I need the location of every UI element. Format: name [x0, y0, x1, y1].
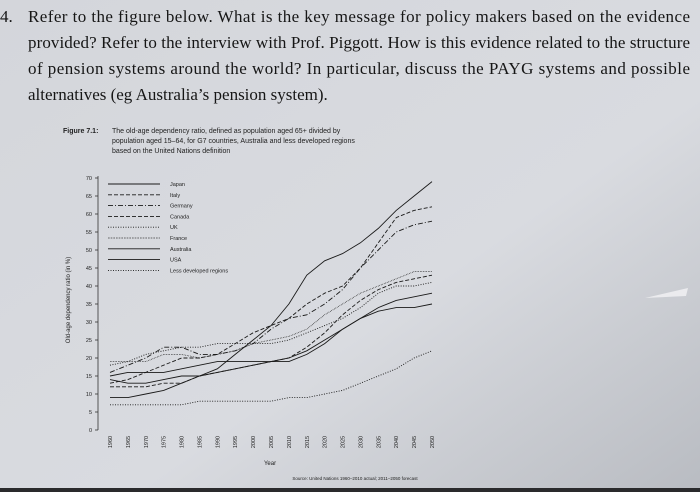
y-tick-label: 45: [86, 266, 92, 272]
legend-label: Japan: [170, 182, 185, 188]
series-line: [109, 303, 433, 377]
question-line: of pension systems around the world? In …: [28, 59, 690, 78]
question-number: 4.: [0, 7, 13, 26]
x-tick-label: 2025: [341, 436, 347, 448]
question-line: provided? Refer to the interview with Pr…: [28, 33, 690, 52]
series-line: [109, 206, 433, 384]
x-tick-label: 1985: [197, 436, 203, 448]
x-axis-label: Year: [264, 461, 276, 467]
caption-line: based on the United Nations definition: [112, 148, 230, 155]
caption-line: The old-age dependency ratio, defined as…: [112, 128, 341, 135]
glare: [645, 288, 688, 298]
question-line: Refer to the figure below. What is the k…: [28, 7, 690, 26]
caption-line: population aged 15–64, for G7 countries,…: [112, 138, 355, 145]
y-tick-label: 60: [86, 212, 92, 218]
series-line: [110, 181, 433, 399]
x-tick-label: 2050: [430, 436, 436, 448]
y-tick-label: 65: [86, 194, 92, 200]
y-tick-label: 55: [86, 230, 92, 236]
y-tick-label: 15: [86, 374, 92, 380]
legend-label: Less developed regions: [170, 268, 228, 274]
y-tick-label: 10: [86, 392, 92, 398]
legend-label: UK: [170, 225, 178, 231]
y-tick-label: 0: [89, 428, 92, 434]
legend-label: USA: [170, 258, 182, 264]
x-tick-label: 2040: [394, 436, 400, 448]
x-tick-label: 1980: [180, 436, 186, 448]
legend-label: Canada: [170, 214, 190, 220]
legend-label: Germany: [170, 204, 193, 210]
series-line: [109, 281, 433, 366]
y-axis-label: Old-age dependency ratio (in %): [66, 257, 72, 343]
x-tick-label: 1990: [215, 436, 221, 448]
x-tick-label: 1965: [126, 436, 132, 448]
x-tick-label: 1995: [233, 436, 239, 448]
legend-label: Australia: [170, 247, 192, 253]
y-tick-label: 35: [86, 302, 92, 308]
series-line: [110, 271, 432, 363]
x-tick-label: 2005: [269, 436, 275, 448]
y-tick-label: 25: [86, 338, 92, 344]
x-tick-label: 2000: [251, 436, 257, 448]
y-tick-label: 30: [86, 320, 92, 326]
x-tick-label: 2045: [412, 436, 418, 448]
x-tick-label: 2015: [305, 436, 311, 448]
legend-label: Italy: [170, 193, 180, 199]
figure-label: Figure 7.1:: [63, 128, 98, 135]
legend-label: France: [170, 236, 187, 242]
x-tick-label: 2010: [287, 436, 293, 448]
x-tick-label: 1970: [144, 436, 150, 448]
y-tick-label: 70: [86, 176, 92, 182]
x-tick-label: 1960: [108, 436, 114, 448]
y-tick-label: 40: [86, 284, 92, 290]
x-tick-label: 2035: [376, 436, 382, 448]
x-tick-label: 2020: [323, 436, 329, 448]
source-note: Source: United Nations 1960–2010 actual;…: [292, 476, 418, 481]
question-line: alternatives (eg Australia’s pension sys…: [28, 85, 328, 104]
y-tick-label: 50: [86, 248, 92, 254]
series-line: [110, 350, 433, 406]
y-tick-label: 5: [89, 410, 92, 416]
x-tick-label: 2030: [358, 436, 364, 448]
y-tick-label: 20: [86, 356, 92, 362]
series-line: [109, 220, 433, 373]
x-tick-label: 1975: [162, 436, 168, 448]
